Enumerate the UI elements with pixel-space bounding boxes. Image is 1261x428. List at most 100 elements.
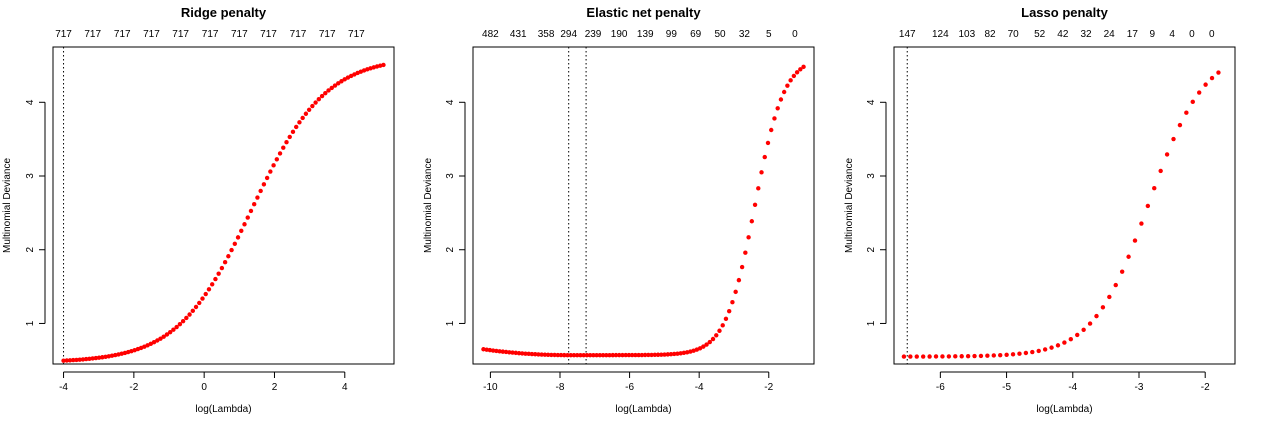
data-point bbox=[255, 195, 260, 200]
y-tick-label: 1 bbox=[445, 320, 456, 326]
data-point bbox=[549, 352, 554, 358]
chart-title: Lasso penalty bbox=[1021, 5, 1108, 20]
top-tick-label: 717 bbox=[290, 29, 307, 40]
top-tick-label: 239 bbox=[585, 29, 602, 40]
data-point bbox=[1126, 254, 1131, 259]
top-tick-label: 42 bbox=[1057, 29, 1069, 40]
data-point bbox=[1164, 152, 1170, 157]
top-tick-label: 5 bbox=[766, 29, 772, 40]
data-point bbox=[633, 352, 638, 358]
top-tick-label: 717 bbox=[260, 29, 277, 40]
data-point bbox=[345, 75, 351, 80]
top-tick-label: 147 bbox=[899, 29, 916, 40]
data-point bbox=[1139, 221, 1144, 226]
y-tick-label: 4 bbox=[445, 99, 456, 105]
data-point bbox=[587, 352, 593, 358]
data-point bbox=[743, 250, 748, 255]
data-point bbox=[959, 354, 964, 359]
data-point bbox=[251, 202, 257, 207]
data-point bbox=[177, 322, 183, 327]
data-point bbox=[245, 215, 250, 220]
data-point bbox=[200, 296, 205, 301]
data-point bbox=[584, 352, 590, 358]
plot-frame bbox=[52, 46, 395, 365]
top-tick-label: 24 bbox=[1104, 29, 1116, 40]
data-point bbox=[174, 324, 179, 330]
data-point bbox=[933, 354, 939, 359]
data-point bbox=[339, 79, 344, 84]
data-point bbox=[788, 78, 793, 83]
data-point bbox=[71, 357, 76, 363]
data-point bbox=[675, 351, 680, 356]
data-point bbox=[636, 352, 641, 358]
data-point bbox=[558, 352, 564, 358]
data-point bbox=[575, 352, 580, 358]
data-point bbox=[523, 351, 528, 356]
x-tick-label: 0 bbox=[201, 382, 207, 393]
data-point bbox=[100, 355, 105, 360]
y-tick-label: 4 bbox=[866, 99, 877, 105]
data-point bbox=[297, 120, 302, 125]
data-point bbox=[642, 352, 648, 358]
data-point bbox=[103, 354, 108, 359]
data-point bbox=[940, 354, 945, 359]
data-point bbox=[794, 70, 800, 75]
data-point bbox=[520, 351, 525, 356]
data-point bbox=[303, 111, 309, 116]
x-tick-label: -2 bbox=[1201, 382, 1210, 393]
data-point bbox=[765, 140, 771, 146]
data-point bbox=[1216, 70, 1221, 75]
data-point bbox=[284, 140, 289, 145]
data-point bbox=[772, 116, 777, 121]
data-point bbox=[920, 354, 926, 359]
data-point bbox=[532, 352, 538, 357]
data-point bbox=[736, 277, 742, 283]
data-point bbox=[746, 235, 751, 240]
data-point bbox=[381, 62, 386, 68]
data-point bbox=[775, 106, 780, 111]
chart-title: Ridge penalty bbox=[181, 5, 267, 20]
data-point bbox=[490, 348, 496, 353]
top-tick-label: 0 bbox=[1189, 29, 1195, 40]
data-point bbox=[597, 352, 603, 358]
top-tick-label: 294 bbox=[560, 29, 577, 40]
data-point bbox=[1087, 321, 1093, 326]
x-tick-label: 4 bbox=[342, 382, 348, 393]
y-tick-label: 4 bbox=[25, 99, 36, 105]
data-point bbox=[1030, 349, 1035, 355]
top-tick-label: 69 bbox=[690, 29, 702, 40]
panel-1: Ridge penalty 717 717 717 717 717 717 717 717 717… bbox=[2, 5, 395, 415]
data-point bbox=[1010, 352, 1016, 357]
data-point bbox=[294, 124, 299, 130]
top-tick-label: 431 bbox=[510, 29, 527, 40]
y-tick-label: 2 bbox=[866, 247, 877, 253]
data-point bbox=[652, 352, 658, 358]
data-point bbox=[613, 352, 619, 358]
data-point bbox=[319, 93, 325, 99]
data-point bbox=[77, 357, 82, 362]
data-point bbox=[316, 97, 322, 102]
data-point bbox=[901, 354, 907, 359]
data-point bbox=[313, 100, 318, 105]
top-tick-label: 0 bbox=[792, 29, 798, 40]
data-point bbox=[610, 352, 615, 358]
data-point bbox=[1062, 340, 1067, 345]
data-point bbox=[1023, 350, 1029, 356]
data-point bbox=[67, 358, 73, 363]
data-point bbox=[965, 353, 971, 359]
data-point bbox=[226, 254, 231, 259]
x-tick-label: 2 bbox=[272, 382, 278, 393]
data-point bbox=[714, 333, 719, 338]
data-point bbox=[1196, 90, 1202, 95]
top-tick-label: 70 bbox=[1008, 29, 1020, 40]
data-point bbox=[329, 85, 334, 91]
top-tick-label: 717 bbox=[348, 29, 365, 40]
data-point bbox=[781, 89, 787, 95]
x-tick-label: -8 bbox=[556, 382, 565, 393]
data-point bbox=[1152, 186, 1157, 191]
data-point bbox=[1190, 99, 1195, 105]
data-point bbox=[1075, 332, 1080, 338]
data-point bbox=[568, 352, 573, 358]
data-point bbox=[720, 323, 725, 328]
